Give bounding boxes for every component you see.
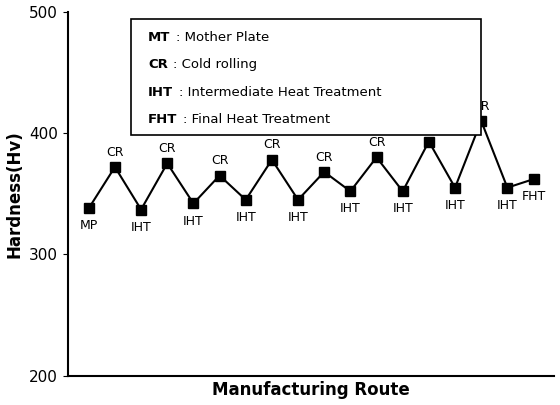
Text: IHT: IHT: [148, 86, 173, 99]
Text: IHT: IHT: [445, 199, 465, 212]
Text: : Mother Plate: : Mother Plate: [176, 31, 269, 44]
Text: IHT: IHT: [393, 202, 413, 215]
Text: CR: CR: [158, 142, 176, 155]
Text: IHT: IHT: [235, 211, 256, 224]
Text: IHT: IHT: [130, 221, 151, 234]
Text: CR: CR: [148, 58, 168, 71]
Text: FHT: FHT: [148, 113, 178, 126]
Text: IHT: IHT: [497, 199, 518, 212]
Y-axis label: Hardness(Hv): Hardness(Hv): [6, 130, 24, 258]
Text: CR: CR: [473, 100, 490, 113]
Text: CR: CR: [368, 136, 385, 149]
Text: IHT: IHT: [183, 215, 204, 228]
Text: CR: CR: [211, 154, 228, 167]
Text: CR: CR: [106, 146, 124, 159]
Text: CR: CR: [420, 120, 437, 133]
Text: MP: MP: [80, 220, 98, 232]
Text: : Intermediate Heat Treatment: : Intermediate Heat Treatment: [179, 86, 381, 99]
Text: IHT: IHT: [288, 211, 309, 224]
Text: : Final Heat Treatment: : Final Heat Treatment: [184, 113, 330, 126]
Text: FHT: FHT: [521, 190, 545, 203]
Text: CR: CR: [315, 151, 333, 164]
FancyBboxPatch shape: [131, 19, 482, 135]
Text: : Cold rolling: : Cold rolling: [173, 58, 257, 71]
X-axis label: Manufacturing Route: Manufacturing Route: [212, 382, 410, 399]
Text: IHT: IHT: [340, 202, 361, 215]
Text: MT: MT: [148, 31, 170, 44]
Text: CR: CR: [263, 139, 281, 151]
